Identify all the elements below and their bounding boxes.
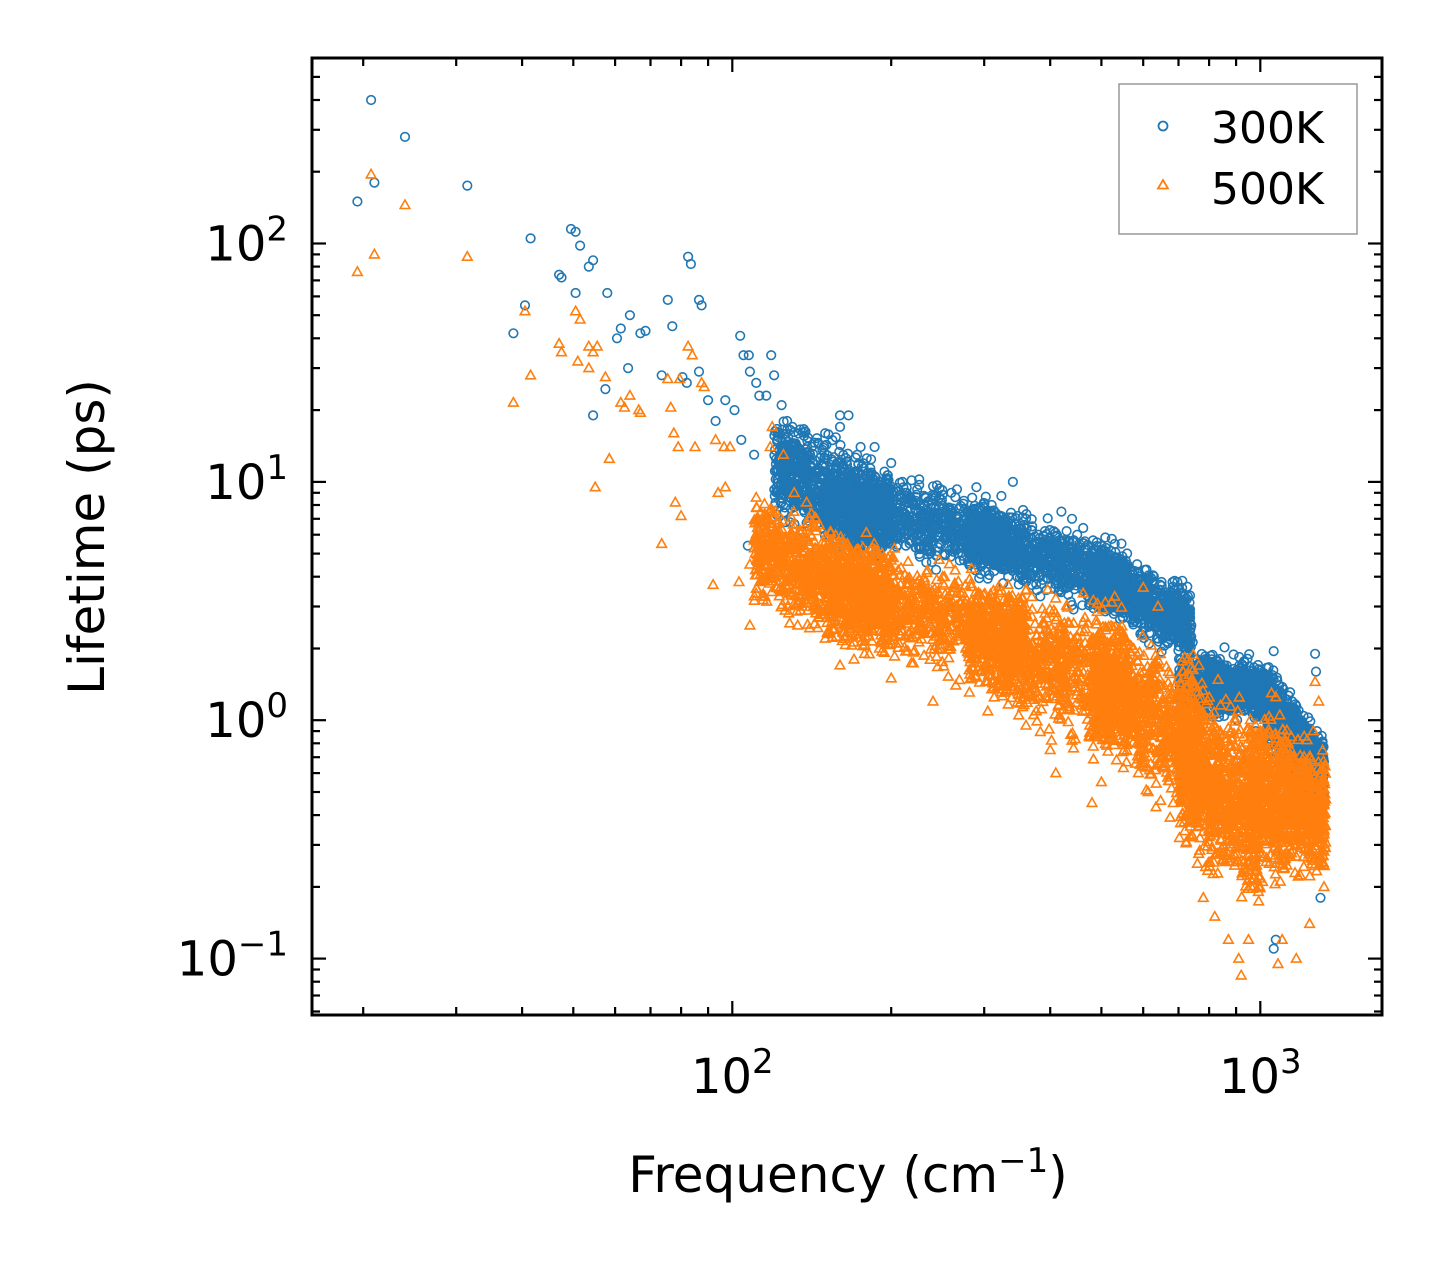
data-point-300k — [1061, 525, 1072, 537]
data-point-300k — [777, 470, 788, 481]
data-point-300k — [914, 474, 925, 485]
data-point-300k — [813, 438, 824, 449]
data-point-300k — [807, 505, 818, 516]
data-point-300k — [779, 502, 791, 513]
data-point-300k — [800, 444, 812, 455]
data-point-300k — [825, 464, 836, 475]
data-point-300k — [861, 453, 872, 464]
data-point-300k — [835, 440, 846, 451]
data-point-300k — [850, 452, 861, 463]
data-point-300k — [967, 492, 978, 503]
data-point-300k — [775, 463, 786, 474]
data-point-300k — [787, 440, 798, 451]
data-point-300k — [1219, 642, 1230, 653]
data-point-300k — [776, 497, 788, 508]
data-point-300k — [830, 432, 841, 443]
data-point-300k — [775, 492, 787, 503]
data-point-300k — [865, 454, 877, 465]
data-point-300k — [811, 433, 823, 444]
data-point-300k — [775, 487, 786, 498]
data-point-300k — [797, 427, 808, 438]
data-point-300k — [772, 477, 784, 488]
data-point-300k — [819, 440, 830, 451]
data-point-300k — [803, 447, 815, 458]
data-point-300k — [834, 446, 845, 457]
data-point-300k — [779, 429, 790, 440]
data-point-300k — [778, 455, 790, 466]
data-point-300k — [1042, 513, 1053, 524]
data-point-300k — [836, 462, 848, 473]
data-point-300k — [921, 557, 932, 568]
data-point-300k — [840, 453, 851, 464]
data-point-300k — [870, 472, 882, 483]
data-point-300k — [769, 430, 780, 441]
data-point-300k — [822, 450, 833, 461]
data-point-300k — [930, 564, 942, 575]
data-point-300k — [797, 460, 808, 471]
data-point-300k — [996, 490, 1007, 502]
